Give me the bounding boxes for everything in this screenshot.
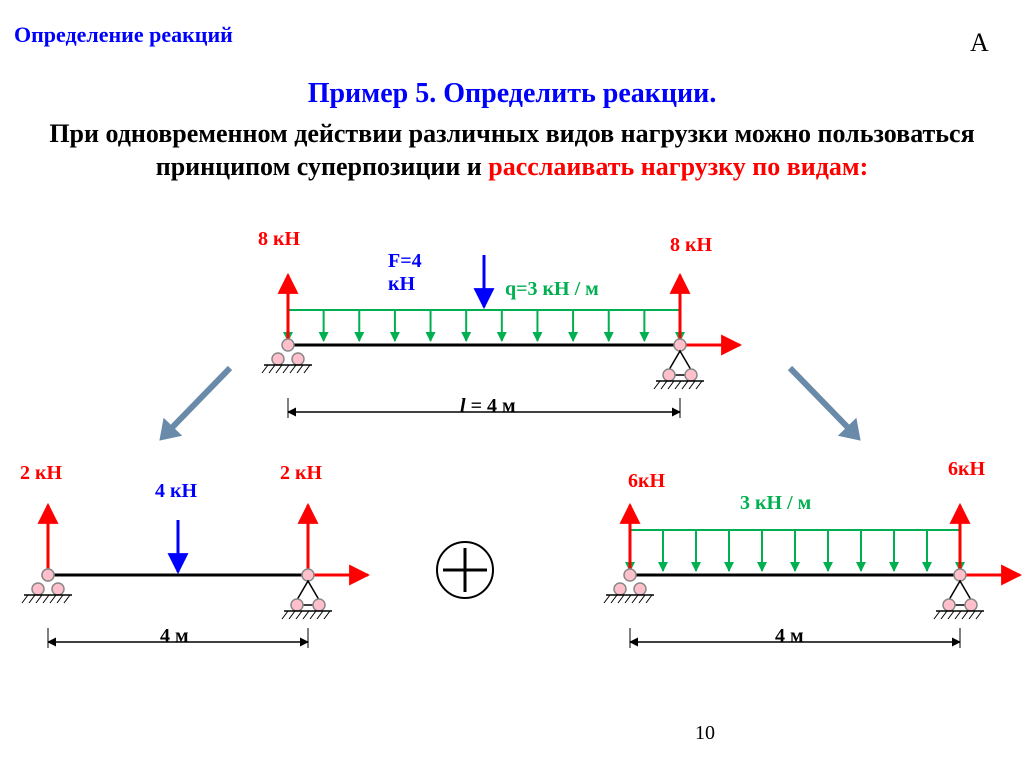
g3: 3 кН / м [740, 492, 811, 515]
b4: 4 кН [155, 480, 197, 503]
f4: F=4кН [388, 250, 422, 296]
r8b: 8 кН [670, 234, 712, 257]
q3: q=3 кН / м [505, 278, 599, 301]
header-left: Определение реакций [14, 22, 233, 48]
r8a: 8 кН [258, 228, 300, 251]
header-right: А [970, 28, 989, 58]
d4b: 4 м [775, 625, 804, 648]
l4: l l = 4 м= 4 м [460, 395, 516, 418]
r2a: 2 кН [20, 462, 62, 485]
subtitle: При одновременном действии различных вид… [40, 118, 984, 183]
page-num: 10 [695, 722, 715, 745]
title: Пример 5. Определить реакции. [0, 78, 1024, 110]
r6b: 6кН [948, 458, 985, 481]
f4u: кН [388, 273, 415, 295]
r6a: 6кН [628, 470, 665, 493]
r2b: 2 кН [280, 462, 322, 485]
d4a: 4 м [160, 625, 189, 648]
sub2: расслаивать нагрузку по видам: [488, 152, 868, 181]
f4t: F=4 [388, 250, 422, 272]
